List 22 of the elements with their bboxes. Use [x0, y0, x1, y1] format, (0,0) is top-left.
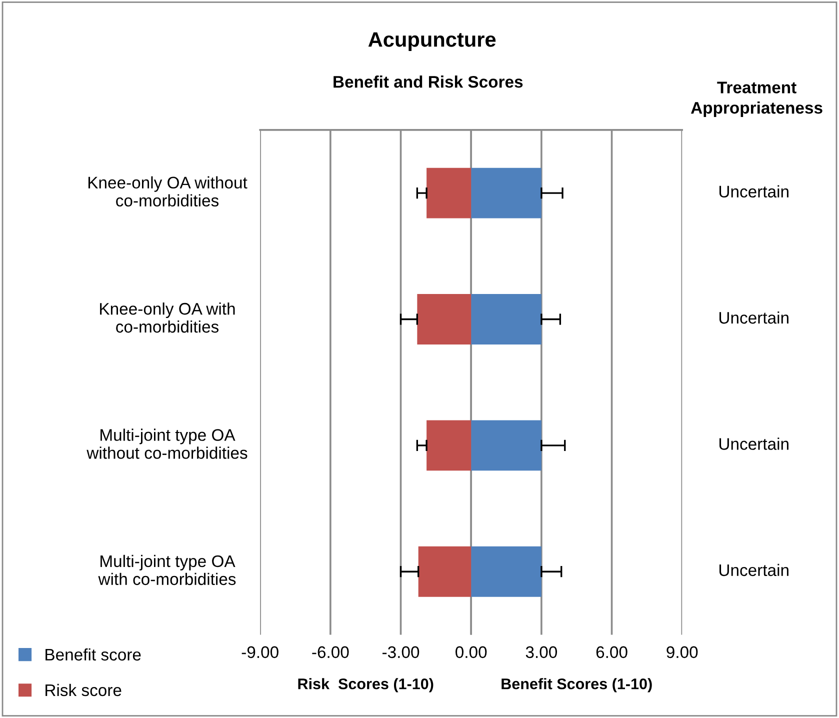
- y-tick-label: Multi-joint type OA without co-morbidities: [86, 428, 248, 459]
- text: Uncertain: [719, 438, 788, 450]
- legend-label: Benefit score: [46, 648, 141, 661]
- y-tick-label: Knee-only OA without co-morbidities: [88, 176, 248, 206]
- x-tick-label: -6.00: [312, 646, 349, 658]
- text: Benefit Scores (1-10): [502, 678, 652, 692]
- x-tick-label: 9.00: [666, 646, 698, 658]
- text: Uncertain: [719, 311, 788, 324]
- text: Uncertain: [719, 185, 788, 198]
- text: Treatment Appropriateness: [690, 82, 822, 118]
- legend-label: Risk score: [46, 684, 122, 696]
- y-tick-label: Multi-joint type OA with co-morbidities: [98, 554, 236, 586]
- x-tick-label: 3.00: [526, 646, 558, 658]
- text: Uncertain: [719, 564, 788, 576]
- x-tick-label: -3.00: [382, 646, 420, 658]
- chart-subtitle: Benefit and Risk Scores: [334, 76, 523, 88]
- x-tick-label: 0.00: [456, 646, 487, 658]
- x-tick-label: -9.00: [242, 646, 278, 658]
- x-axis-title: Risk Scores (1-10): [298, 678, 434, 692]
- chart-title: Acupuncture: [368, 32, 496, 51]
- x-tick-label: 6.00: [596, 646, 628, 658]
- y-tick-label: Knee-only OA with co-morbidities: [100, 302, 235, 333]
